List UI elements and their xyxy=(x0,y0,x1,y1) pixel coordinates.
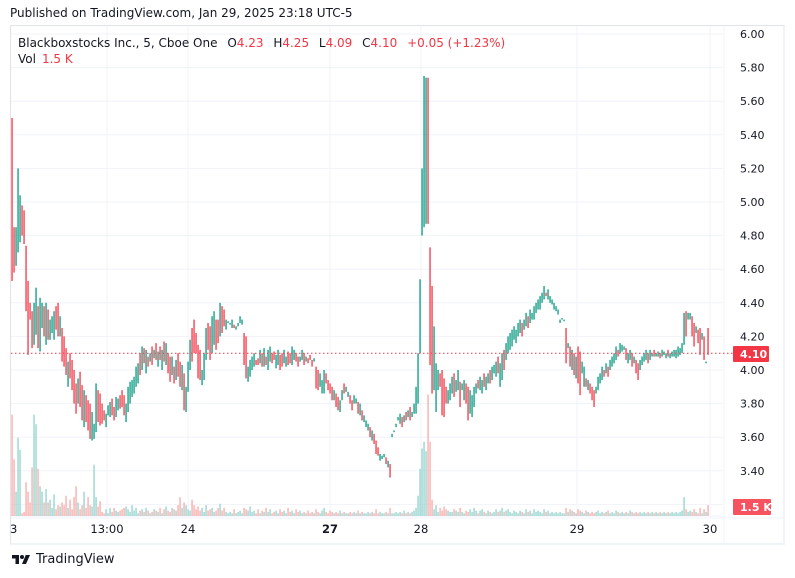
time-tick: 29 xyxy=(570,522,585,536)
low-value: 4.09 xyxy=(325,36,353,50)
ohlc-row: Blackboxstocks Inc., 5, Cboe One O4.23 H… xyxy=(18,35,505,51)
price-tick: 5.00 xyxy=(740,196,765,209)
close-value: 4.10 xyxy=(370,36,398,50)
price-tick: 4.00 xyxy=(740,364,765,377)
published-header: Published on TradingView.com, Jan 29, 20… xyxy=(10,6,353,20)
symbol-name[interactable]: Blackboxstocks Inc., 5, Cboe One xyxy=(18,36,218,50)
time-tick: 27 xyxy=(322,522,338,536)
time-tick: 30 xyxy=(703,522,718,536)
price-tick: 4.60 xyxy=(740,263,765,276)
price-axis[interactable]: 6.00 5.80 5.60 5.40 5.20 5.00 4.80 4.60 4.40 4.20… xyxy=(740,28,765,478)
open-label: O xyxy=(227,36,237,50)
footer: TradingView xyxy=(10,552,115,567)
tradingview-logo-icon[interactable] xyxy=(10,553,32,567)
last-price-value: 4.10 xyxy=(740,348,767,361)
time-tick: 28 xyxy=(414,522,429,536)
change-value: +0.05 (+1.23%) xyxy=(407,36,506,50)
time-tick: 13:00 xyxy=(90,522,123,536)
time-tick: 3 xyxy=(10,522,17,536)
high-label: H xyxy=(273,36,283,50)
price-tick: 5.40 xyxy=(740,129,765,142)
low-label: L xyxy=(318,36,326,50)
price-tick: 3.40 xyxy=(740,465,765,478)
price-tick: 5.60 xyxy=(740,95,765,108)
grid-lines xyxy=(11,26,785,544)
volume-tag: 1.5 K xyxy=(733,499,772,515)
volume-value: 1.5 K xyxy=(41,52,73,66)
chart-frame[interactable] xyxy=(10,25,785,545)
price-tick: 6.00 xyxy=(740,28,765,41)
price-tick: 4.20 xyxy=(740,330,765,343)
last-price-tag: 4.10 xyxy=(733,346,769,362)
tradingview-brand[interactable]: TradingView xyxy=(36,552,115,567)
volume-bars xyxy=(11,394,709,516)
close-label: C xyxy=(362,36,371,50)
volume-row: Vol 1.5 K xyxy=(18,51,505,67)
price-tick: 3.80 xyxy=(740,398,765,411)
volume-tag-value: 1.5 K xyxy=(740,501,772,514)
price-tick: 5.20 xyxy=(740,162,765,175)
price-candles xyxy=(11,76,709,478)
price-tick: 4.40 xyxy=(740,297,765,310)
volume-label: Vol xyxy=(18,52,36,66)
open-value: 4.23 xyxy=(236,36,264,50)
price-tick: 4.80 xyxy=(740,230,765,243)
time-tick: 24 xyxy=(181,522,196,536)
time-axis[interactable]: 3 13:00 24 27 28 29 30 xyxy=(10,522,717,536)
price-tick: 5.80 xyxy=(740,62,765,75)
chart-legend: Blackboxstocks Inc., 5, Cboe One O4.23 H… xyxy=(18,35,505,67)
price-tick: 3.60 xyxy=(740,431,765,444)
high-value: 4.25 xyxy=(282,36,310,50)
